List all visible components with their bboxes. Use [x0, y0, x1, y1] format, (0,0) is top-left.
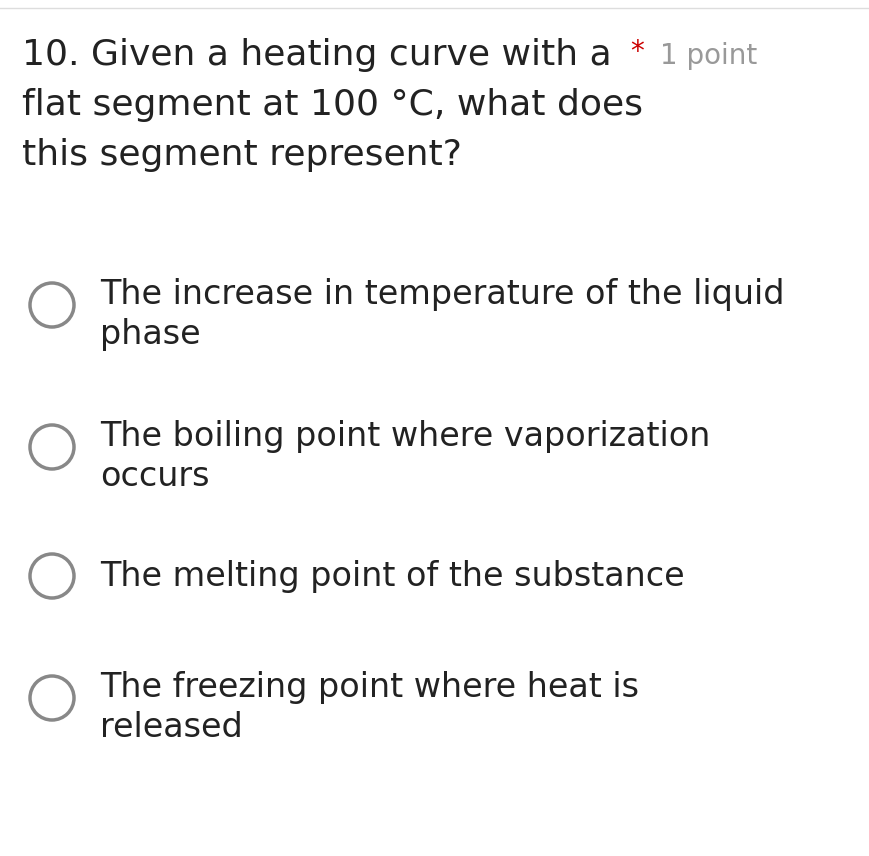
Text: flat segment at 100 °C, what does: flat segment at 100 °C, what does	[22, 88, 642, 122]
Text: released: released	[100, 711, 242, 744]
Text: 10. Given a heating curve with a: 10. Given a heating curve with a	[22, 38, 611, 72]
Text: *: *	[629, 38, 643, 66]
Text: The melting point of the substance: The melting point of the substance	[100, 560, 684, 593]
Text: The freezing point where heat is: The freezing point where heat is	[100, 671, 638, 704]
Text: The boiling point where vaporization: The boiling point where vaporization	[100, 420, 710, 453]
Text: phase: phase	[100, 318, 201, 351]
Text: this segment represent?: this segment represent?	[22, 138, 461, 172]
Text: occurs: occurs	[100, 460, 209, 493]
Text: 1 point: 1 point	[660, 42, 756, 70]
Text: The increase in temperature of the liquid: The increase in temperature of the liqui…	[100, 278, 784, 311]
